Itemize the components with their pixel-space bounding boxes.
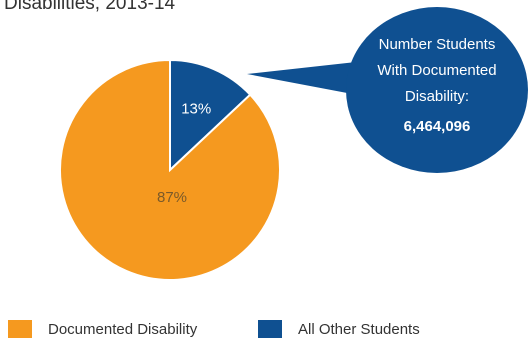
legend-item-all-other-students: All Other Students: [258, 319, 420, 339]
callout-text-line: With Documented: [377, 62, 496, 79]
legend-item-documented-disability: Documented Disability: [8, 319, 197, 339]
slice-label-documented-disability: 87%: [157, 189, 187, 206]
slice-label-all-other-students: 13%: [181, 100, 211, 117]
callout-value: 6,464,096: [404, 118, 471, 135]
callout-ellipse: [346, 7, 528, 173]
chart-title: Disabilities, 2013-14: [4, 0, 176, 14]
legend-label-documented-disability: Documented Disability: [48, 320, 198, 338]
slice-all-other-students: [169, 58, 252, 173]
callout-text-line: Number Students: [379, 36, 496, 53]
legend-label-all-other-students: All Other Students: [298, 320, 420, 338]
callout-bubble: Number Students With Documented Disability…: [247, 7, 528, 173]
legend-swatch-documented-disability: [8, 320, 32, 338]
legend-swatch-all-other-students: [258, 320, 282, 338]
callout-text-line: Disability:: [405, 88, 469, 105]
callout-pointer: [247, 62, 363, 96]
slice-documented-disability: [59, 58, 281, 281]
